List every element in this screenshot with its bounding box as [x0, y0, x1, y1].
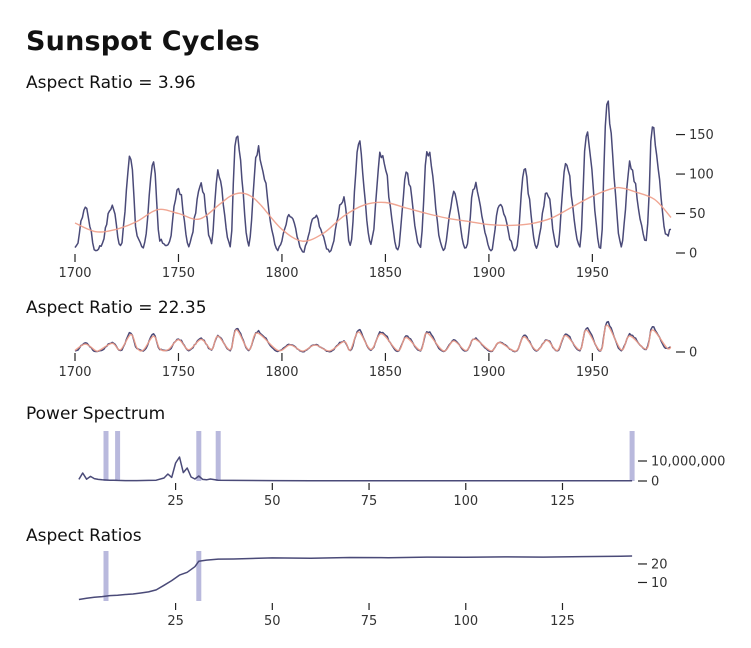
chart-4-x-tick-label-1: 25 [167, 614, 184, 629]
chart-4-x-tick-label-4: 100 [453, 614, 478, 629]
chart-1-x-tick-label-1: 1700 [58, 266, 91, 281]
chart-3-x-tick-label-3: 75 [361, 494, 378, 509]
chart-1-y-tick-label-2: 50 [689, 207, 706, 222]
chart-3-series-1-line [78, 456, 633, 482]
chart-3-x-tick-label-1: 25 [167, 494, 184, 509]
chart-4-marker-1 [103, 551, 109, 601]
chart-1-y-tick-label-4: 150 [689, 128, 714, 143]
chart-3-y-tick-label-2: 10,000,000 [651, 455, 725, 470]
chart-2-x-tick-label-3: 1800 [265, 365, 298, 380]
chart-3-y-tick-label-1: 0 [651, 475, 659, 490]
chart-4-x-tick-label-2: 50 [264, 614, 281, 629]
chart-2-title: Aspect Ratio = 22.35 [26, 298, 207, 318]
chart-2-x-tick-label-2: 1750 [162, 365, 195, 380]
chart-1-x-tick-label-3: 1800 [265, 266, 298, 281]
page-title: Sunspot Cycles [26, 26, 261, 57]
chart-2-x-tick-label-6: 1950 [576, 365, 609, 380]
chart-1-x-tick-label-2: 1750 [162, 266, 195, 281]
chart-4-marker-2 [196, 551, 202, 601]
chart-3-marker-5 [629, 431, 635, 481]
chart-4-title: Aspect Ratios [26, 526, 142, 546]
chart-2-y-tick-label-1: 0 [689, 346, 697, 361]
chart-1-x-tick-label-4: 1850 [369, 266, 402, 281]
chart-2-x-tick-label-4: 1850 [369, 365, 402, 380]
chart-3-x-tick-label-4: 100 [453, 494, 478, 509]
chart-1-x-tick-label-6: 1950 [576, 266, 609, 281]
chart-1-y-tick-label-1: 0 [689, 247, 697, 262]
chart-4-series-1-line [78, 555, 633, 601]
chart-3-marker-3 [196, 431, 202, 481]
chart-2-x-tick-label-1: 1700 [58, 365, 91, 380]
chart-4-y-tick-label-1: 10 [651, 576, 668, 591]
chart-4-x-tick-label-3: 75 [361, 614, 378, 629]
chart-2-x-tick-label-5: 1900 [472, 365, 505, 380]
chart-3-marker-4 [215, 431, 221, 481]
chart-3-marker-1 [103, 431, 109, 481]
chart-1-y-tick-label-3: 100 [689, 168, 714, 183]
chart-1-series-2-line [74, 186, 672, 242]
chart-3-x-tick-label-2: 50 [264, 494, 281, 509]
chart-3-x-tick-label-5: 125 [550, 494, 575, 509]
chart-3-title: Power Spectrum [26, 404, 166, 424]
chart-4-y-tick-label-2: 20 [651, 557, 668, 572]
chart-2-series-2-line [74, 324, 672, 352]
chart-1-x-tick-label-5: 1900 [472, 266, 505, 281]
chart-1-title: Aspect Ratio = 3.96 [26, 73, 196, 93]
chart-3-marker-2 [115, 431, 121, 481]
chart-4-x-tick-label-5: 125 [550, 614, 575, 629]
chart-1-series-1-line [74, 100, 672, 253]
